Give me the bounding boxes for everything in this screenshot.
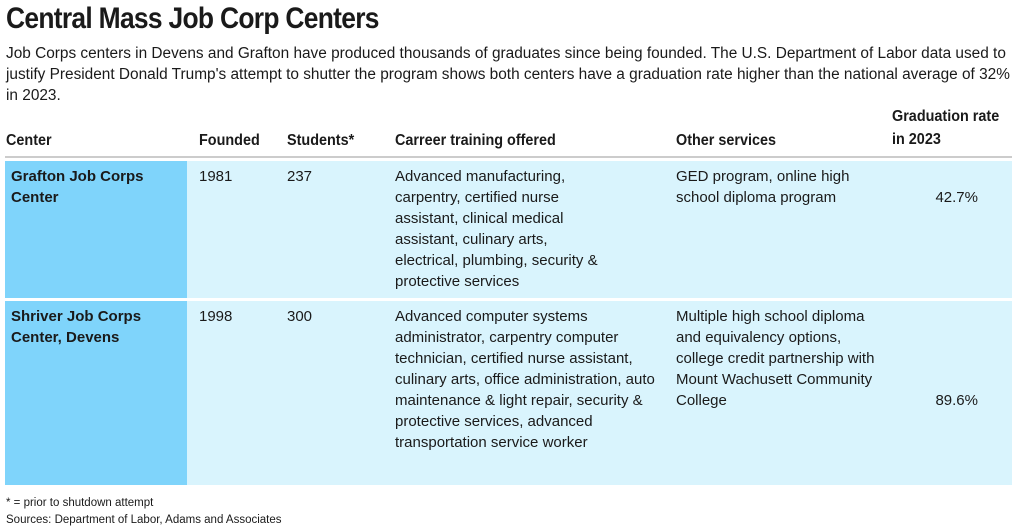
services-cell: GED program, online high school diploma …: [676, 168, 850, 206]
rate-cell: 42.7%: [935, 189, 978, 206]
rate-cell: 89.6%: [935, 392, 978, 409]
header-graduation-rate: Graduation rate in 2023: [892, 108, 1000, 148]
center-cell: Grafton Job Corps Center: [5, 161, 187, 298]
header-services: Other services: [676, 132, 777, 149]
intro-text: Job Corps centers in Devens and Grafton …: [6, 45, 1010, 104]
table-row: Grafton Job Corps Center 1981 237 Advanc…: [5, 161, 1012, 298]
footnotes: * = prior to shutdown attempt Sources: D…: [6, 495, 282, 529]
training-cell: Advanced manufacturing, carpentry, certi…: [395, 168, 598, 290]
sources: Sources: Department of Labor, Adams and …: [6, 514, 282, 526]
services-cell: Multiple high school diploma and equival…: [676, 308, 875, 409]
founded-cell: 1998: [199, 308, 233, 325]
header-center: Center: [6, 132, 52, 149]
founded-cell: 1981: [199, 168, 233, 185]
header-founded: Founded: [199, 132, 260, 149]
students-cell: 300: [287, 308, 313, 325]
center-cell: Shriver Job Corps Center, Devens: [5, 301, 187, 485]
center-name: Grafton Job Corps Center: [11, 168, 144, 206]
table-header: Center Founded Students* Carreer trainin…: [5, 108, 1012, 158]
page-title: Central Mass Job Corp Centers: [6, 2, 379, 35]
center-name: Shriver Job Corps Center, Devens: [11, 308, 142, 346]
footnote: * = prior to shutdown attempt: [6, 497, 154, 509]
header-training: Carreer training offered: [395, 132, 556, 149]
training-cell: Advanced computer systems administrator,…: [395, 308, 655, 451]
table-row: Shriver Job Corps Center, Devens 1998 30…: [5, 301, 1012, 485]
header-students: Students*: [287, 132, 355, 149]
data-table: Center Founded Students* Carreer trainin…: [5, 108, 1012, 485]
students-cell: 237: [287, 168, 313, 185]
